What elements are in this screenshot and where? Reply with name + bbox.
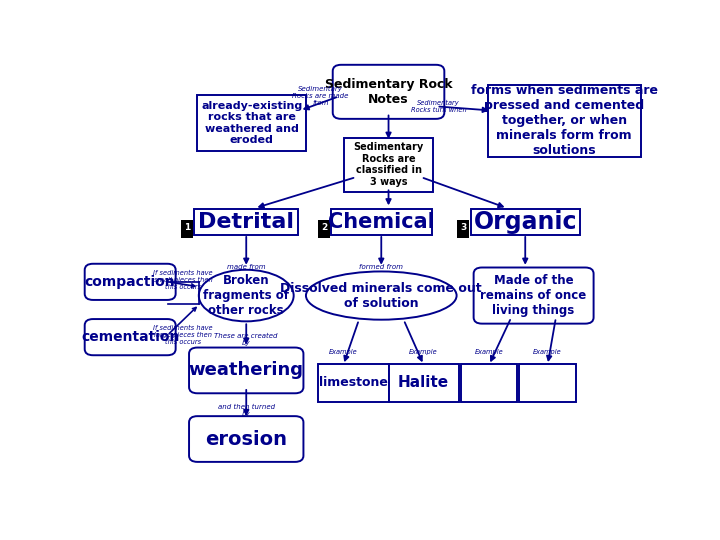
Text: limestone: limestone xyxy=(319,376,388,389)
FancyBboxPatch shape xyxy=(85,319,176,355)
Text: formed from: formed from xyxy=(359,264,403,270)
Text: 2: 2 xyxy=(321,224,328,232)
Text: already-existing
rocks that are
weathered and
eroded: already-existing rocks that are weathere… xyxy=(201,100,302,145)
FancyBboxPatch shape xyxy=(344,138,433,192)
Text: These are created
by: These are created by xyxy=(215,333,278,346)
Text: Dissolved minerals come out
of solution: Dissolved minerals come out of solution xyxy=(281,281,482,309)
FancyBboxPatch shape xyxy=(461,364,517,402)
Text: cementation: cementation xyxy=(81,330,179,344)
Text: forms when sediments are
pressed and cemented
together, or when
minerals form fr: forms when sediments are pressed and cem… xyxy=(471,84,658,158)
FancyBboxPatch shape xyxy=(474,267,593,323)
FancyBboxPatch shape xyxy=(194,208,298,235)
Text: Example: Example xyxy=(474,349,503,355)
FancyBboxPatch shape xyxy=(189,348,303,393)
FancyBboxPatch shape xyxy=(519,364,576,402)
Text: compaction: compaction xyxy=(85,275,176,289)
Text: Detrital: Detrital xyxy=(198,212,294,232)
Text: Example: Example xyxy=(409,349,438,355)
Text: If sediments have
small pieces then
this occurs: If sediments have small pieces then this… xyxy=(153,269,213,290)
Text: Sedimentary
Rocks turn when: Sedimentary Rocks turn when xyxy=(411,100,467,113)
Text: Sedimentary
Rocks are
classified in
3 ways: Sedimentary Rocks are classified in 3 wa… xyxy=(354,142,423,187)
FancyBboxPatch shape xyxy=(471,208,580,235)
Text: erosion: erosion xyxy=(205,429,287,449)
Bar xyxy=(318,220,330,238)
Ellipse shape xyxy=(306,272,456,320)
FancyBboxPatch shape xyxy=(487,85,641,157)
FancyBboxPatch shape xyxy=(333,65,444,119)
FancyBboxPatch shape xyxy=(85,264,176,300)
Bar xyxy=(457,220,469,238)
Text: Organic: Organic xyxy=(474,210,577,234)
Text: 3: 3 xyxy=(461,224,467,232)
FancyBboxPatch shape xyxy=(331,208,432,235)
Text: and then turned
by: and then turned by xyxy=(217,404,275,417)
FancyBboxPatch shape xyxy=(189,416,303,462)
Text: Chemical: Chemical xyxy=(328,212,435,232)
Text: Example: Example xyxy=(534,349,562,355)
Text: Halite: Halite xyxy=(398,375,449,390)
Text: made from: made from xyxy=(227,264,266,270)
Text: weathering: weathering xyxy=(189,361,304,380)
Text: Broken
fragments of
other rocks: Broken fragments of other rocks xyxy=(203,274,289,317)
Text: Sedimentary Rock
Notes: Sedimentary Rock Notes xyxy=(325,78,452,106)
Text: Sedimentary
Rocks are made
from: Sedimentary Rocks are made from xyxy=(292,86,348,106)
Text: Made of the
remains of once
living things: Made of the remains of once living thing… xyxy=(480,274,587,317)
Bar xyxy=(181,220,193,238)
FancyBboxPatch shape xyxy=(389,364,459,402)
FancyBboxPatch shape xyxy=(197,95,306,151)
Text: Example: Example xyxy=(329,349,358,355)
Text: 1: 1 xyxy=(184,224,191,232)
Text: If sediments have
large pieces then
this occurs: If sediments have large pieces then this… xyxy=(153,325,213,345)
Ellipse shape xyxy=(199,270,294,321)
FancyBboxPatch shape xyxy=(318,364,389,402)
